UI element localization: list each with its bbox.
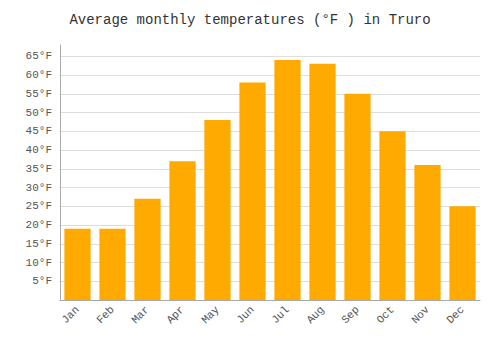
svg-text:5°F: 5°F	[32, 275, 52, 287]
svg-text:Oct: Oct	[374, 304, 396, 326]
svg-text:Jul: Jul	[269, 304, 291, 326]
svg-text:Dec: Dec	[444, 304, 466, 326]
svg-text:Mar: Mar	[129, 304, 151, 326]
svg-text:Aug: Aug	[304, 304, 326, 326]
svg-text:50°F: 50°F	[26, 107, 52, 119]
svg-text:Apr: Apr	[164, 304, 186, 326]
svg-text:Jan: Jan	[59, 304, 81, 326]
svg-text:35°F: 35°F	[26, 163, 52, 175]
svg-text:Nov: Nov	[409, 303, 432, 326]
svg-text:40°F: 40°F	[26, 144, 52, 156]
svg-text:30°F: 30°F	[26, 182, 52, 194]
svg-text:45°F: 45°F	[26, 125, 52, 137]
svg-text:May: May	[199, 303, 222, 326]
svg-text:60°F: 60°F	[26, 69, 52, 81]
svg-text:25°F: 25°F	[26, 200, 52, 212]
svg-text:Sep: Sep	[339, 304, 361, 326]
svg-text:Jun: Jun	[234, 304, 256, 326]
svg-text:15°F: 15°F	[26, 238, 52, 250]
svg-text:20°F: 20°F	[26, 219, 52, 231]
svg-text:10°F: 10°F	[26, 257, 52, 269]
svg-text:Feb: Feb	[94, 304, 116, 326]
svg-text:65°F: 65°F	[26, 50, 52, 62]
svg-text:Average monthly temperatures (: Average monthly temperatures (°F ) in Tr…	[69, 12, 430, 28]
svg-text:55°F: 55°F	[26, 88, 52, 100]
